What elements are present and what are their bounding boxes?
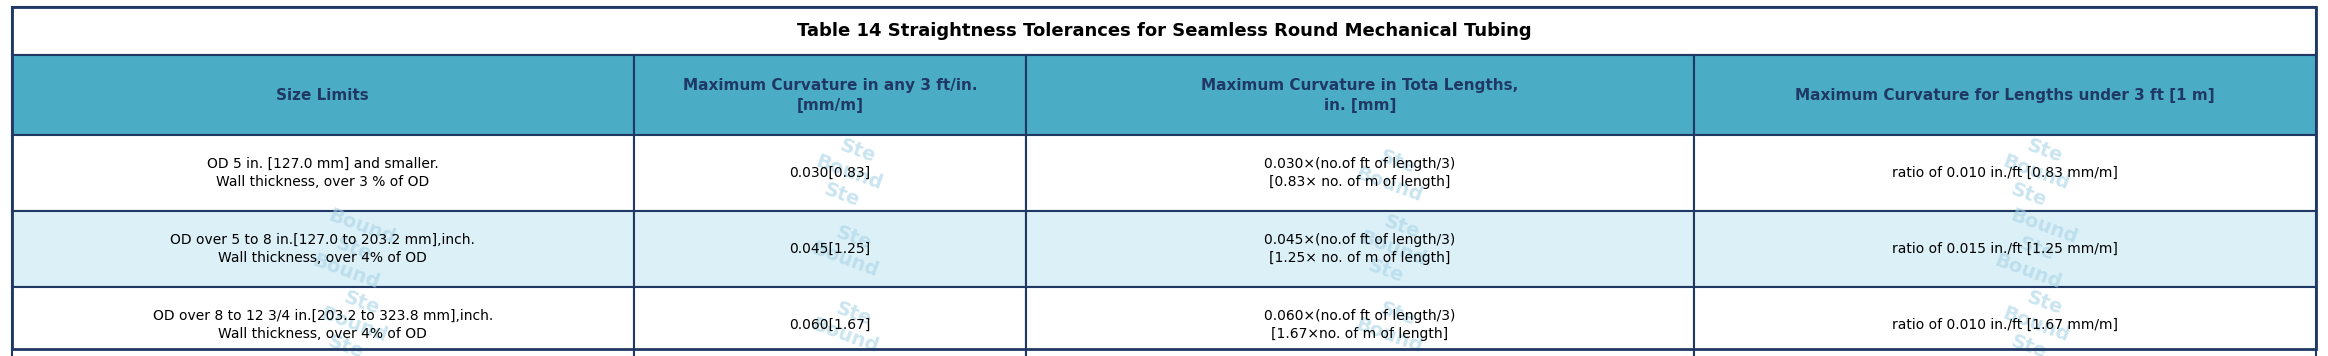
Text: Maximum Curvature in any 3 ft/in.
[mm/m]: Maximum Curvature in any 3 ft/in. [mm/m]	[682, 78, 978, 112]
Text: 0.045×(no.of ft of length/3)
[1.25× no. of m of length]: 0.045×(no.of ft of length/3) [1.25× no. …	[1264, 233, 1455, 266]
Text: Size Limits: Size Limits	[277, 88, 370, 103]
Bar	[1695, 55, 2316, 135]
Text: ratio of 0.010 in./ft [0.83 mm/m]: ratio of 0.010 in./ft [0.83 mm/m]	[1893, 166, 2118, 180]
Text: 0.030[0.83]: 0.030[0.83]	[789, 166, 871, 180]
Text: Bound
Ste
Bound: Bound Ste Bound	[310, 206, 398, 292]
Bar	[12, 7, 2316, 55]
Text: Maximum Curvature for Lengths under 3 ft [1 m]: Maximum Curvature for Lengths under 3 ft…	[1795, 88, 2214, 103]
Bar	[633, 287, 1027, 356]
Text: Ste
Bound: Ste Bound	[1353, 141, 1434, 205]
Text: 0.060[1.67]: 0.060[1.67]	[789, 318, 871, 332]
Text: Table 14 Straightness Tolerances for Seamless Round Mechanical Tubing: Table 14 Straightness Tolerances for Sea…	[796, 22, 1532, 40]
Text: Ste
Bound: Ste Bound	[810, 293, 889, 356]
Text: 0.045[1.25]: 0.045[1.25]	[789, 242, 871, 256]
Text: Ste
Bound
Ste: Ste Bound Ste	[805, 130, 894, 216]
Text: Ste
Bound
Ste: Ste Bound Ste	[1350, 206, 1436, 292]
Text: Ste
Bound
Ste: Ste Bound Ste	[1993, 130, 2081, 216]
Text: OD over 5 to 8 in.[127.0 to 203.2 mm],inch.
Wall thickness, over 4% of OD: OD over 5 to 8 in.[127.0 to 203.2 mm],in…	[170, 233, 475, 266]
Bar	[1027, 135, 1695, 211]
Bar	[633, 135, 1027, 211]
Text: Bound
Ste
Bound: Bound Ste Bound	[1993, 206, 2081, 292]
Text: 0.060×(no.of ft of length/3)
[1.67×no. of m of length]: 0.060×(no.of ft of length/3) [1.67×no. o…	[1264, 309, 1455, 341]
Text: Ste
Bound
Ste: Ste Bound Ste	[310, 282, 398, 356]
Text: Ste
Bound
Ste: Ste Bound Ste	[1993, 282, 2081, 356]
Text: ratio of 0.015 in./ft [1.25 mm/m]: ratio of 0.015 in./ft [1.25 mm/m]	[1893, 242, 2118, 256]
Bar	[12, 55, 633, 135]
Text: OD over 8 to 12 3/4 in.[203.2 to 323.8 mm],inch.
Wall thickness, over 4% of OD: OD over 8 to 12 3/4 in.[203.2 to 323.8 m…	[154, 309, 494, 341]
Bar	[12, 135, 633, 211]
Bar	[1695, 135, 2316, 211]
Text: Ste
Bound: Ste Bound	[810, 217, 889, 281]
Bar	[1695, 211, 2316, 287]
Text: ratio of 0.010 in./ft [1.67 mm/m]: ratio of 0.010 in./ft [1.67 mm/m]	[1893, 318, 2118, 332]
Bar	[1027, 55, 1695, 135]
Text: 0.030×(no.of ft of length/3)
[0.83× no. of m of length]: 0.030×(no.of ft of length/3) [0.83× no. …	[1264, 157, 1455, 189]
Text: Maximum Curvature in Tota Lengths,
in. [mm]: Maximum Curvature in Tota Lengths, in. […	[1201, 78, 1518, 112]
Bar	[1695, 287, 2316, 356]
Bar	[633, 55, 1027, 135]
Bar	[1027, 287, 1695, 356]
Text: OD 5 in. [127.0 mm] and smaller.
Wall thickness, over 3 % of OD: OD 5 in. [127.0 mm] and smaller. Wall th…	[207, 157, 438, 189]
Bar	[633, 211, 1027, 287]
Bar	[1027, 211, 1695, 287]
Text: Ste
Bound: Ste Bound	[1353, 293, 1434, 356]
Bar	[12, 211, 633, 287]
Bar	[12, 287, 633, 356]
